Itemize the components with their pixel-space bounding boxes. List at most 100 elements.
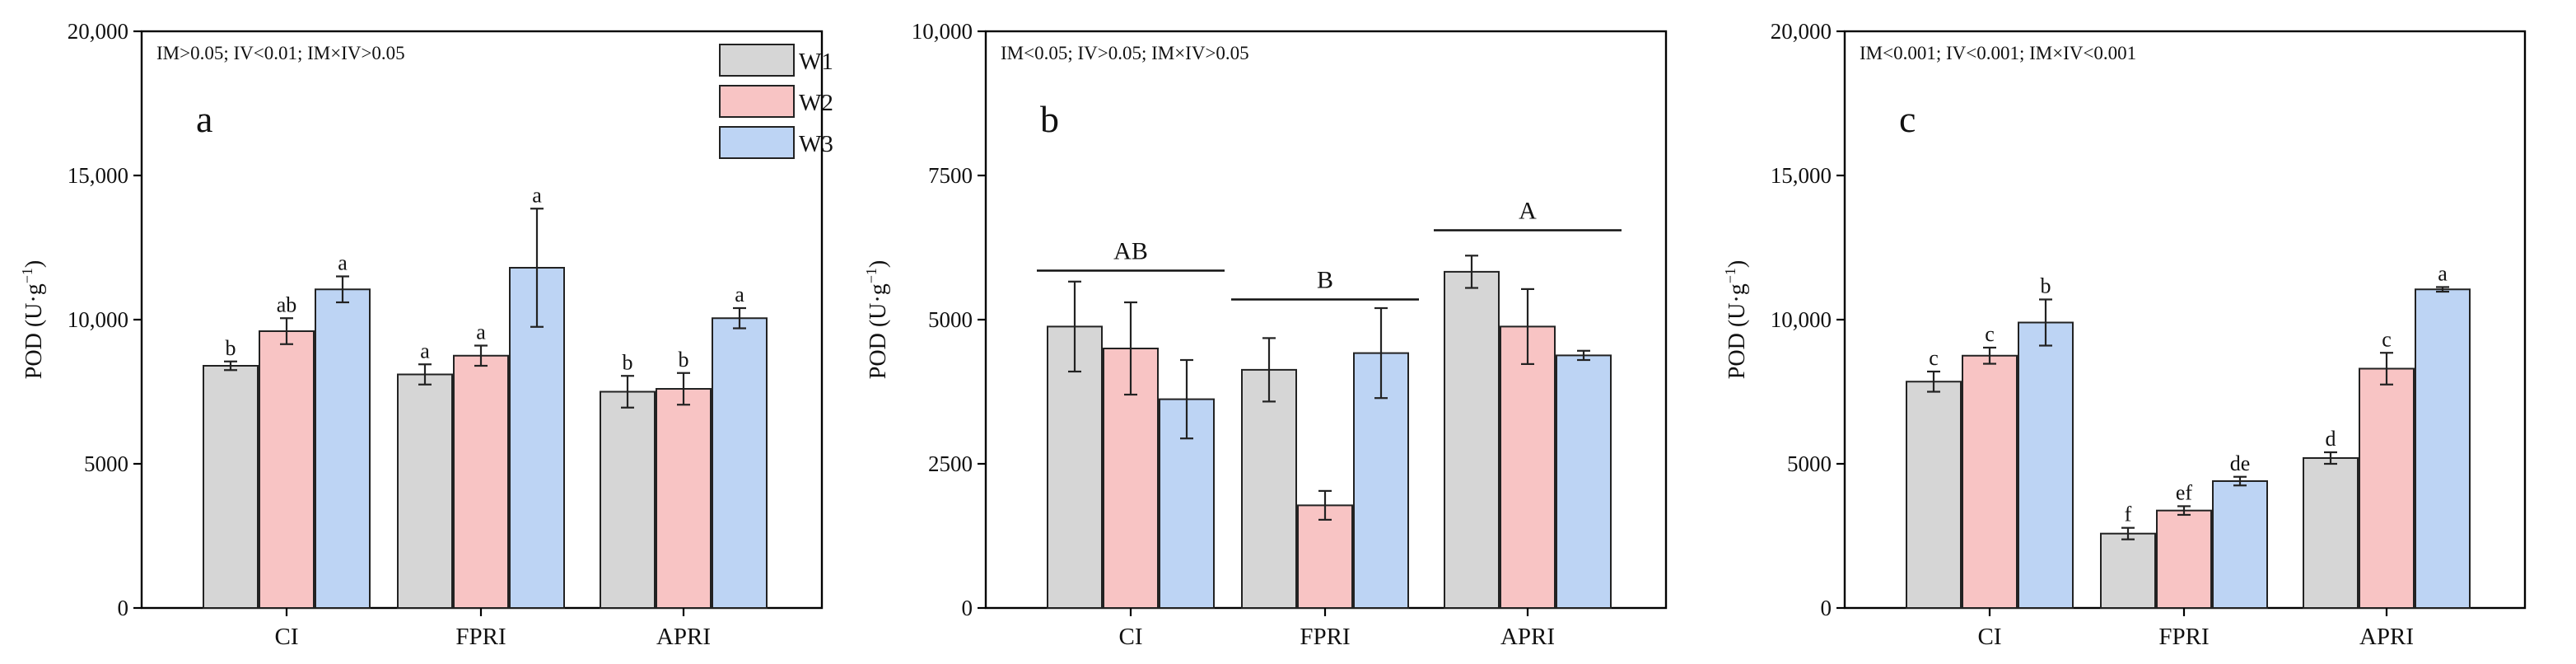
panel-b-y-tick-label: 10,000 [912,19,973,44]
panel-b-bar-w3 [1159,398,1215,609]
panel-a-significance-letter: a [476,320,486,344]
panel-c-significance-letter: d [2326,427,2336,451]
panel-c-x-category-label: APRI [2359,624,2414,650]
panel-c-significance-letter: ef [2176,480,2193,504]
panel-a-y-tick-label: 15,000 [68,163,128,188]
panel-a-y-tick-label: 10,000 [68,307,128,332]
panel-a-y-tick-label: 0 [118,596,129,620]
legend-swatch-w3 [719,126,795,159]
panel-b-bar-w3 [1556,354,1612,609]
panel-c-x-categories: CI FPRI APRI [1978,608,2414,650]
panel-c-significance-letter: c [1929,346,1939,370]
panel-c-significance-letter: de [2230,451,2251,475]
panel-a-significance-letter: a [420,339,430,362]
panel-b-bar-w1 [1047,325,1103,609]
panel-c-y-axis-label: POD (U·g−1) [1722,260,1750,379]
panel-b-x-categories: CI FPRI APRI [1119,608,1555,650]
panel-a-significance-letter: ab [277,292,297,316]
panel-a-bar-w3 [315,288,371,609]
panel-c-bar-w2 [2156,509,2212,610]
panel-a-significance-letter: b [679,348,689,372]
panel-c-x-category-label: FPRI [2158,624,2209,650]
panel-c-significance-letter: f [2125,503,2132,526]
panel-c-bar-w3 [2018,321,2074,609]
panel-a-x-categories: CI FPRI APRI [275,608,711,650]
legend-label-w2: W2 [799,90,833,116]
panel-c-y-tick-label: 10,000 [1771,307,1832,332]
panel-c-y-ticks: 0 5000 10,000 15,000 20,000 [1771,19,1845,620]
panel-b-group-letter: AB [1113,238,1148,265]
panel-c-error-bars [1927,286,2449,540]
panel-a-x-category-label: FPRI [455,624,506,650]
legend: W1 W2 W3 [719,44,833,159]
panel-a-bar-w3 [712,317,768,609]
panel-a-x-category-label: CI [275,624,299,650]
panel-a-y-tick-label: 5000 [84,451,128,476]
panel-b-y-tick-label: 2500 [928,451,973,476]
panel-a-significance-letter: a [338,251,348,275]
panel-c-significance-letter: c [1985,322,1995,346]
panel-b-y-ticks: 0 2500 5000 7500 10,000 [912,19,986,620]
panel-c-y-tick-label: 20,000 [1771,19,1832,44]
panel-c-y-tick-label: 15,000 [1771,163,1832,188]
panel-b-group-letter: B [1317,267,1333,294]
panel-b: POD (U·g−1) 0 2500 5000 7500 10,000 AB B A CI F… [863,19,1668,650]
panel-b-letter: b [1040,98,1059,140]
panel-c-letter: c [1899,98,1916,140]
panel-b-group-letter: A [1519,198,1537,225]
panel-c-significance-letter: b [2041,274,2051,298]
panel-a-bar-w2 [453,354,509,609]
legend-swatch-w2 [719,85,795,118]
panel-a-bar-w1 [397,373,453,609]
panel-c-bar-w3 [2415,288,2471,609]
legend-swatch-w1 [719,44,795,77]
panel-a-significance-letter: b [226,336,236,360]
panel-c-y-tick-label: 0 [1821,596,1832,620]
legend-label-w1: W1 [799,49,833,75]
panel-a-y-tick-label: 20,000 [68,19,128,44]
panel-b-y-tick-label: 0 [962,596,973,620]
panel-c-bar-w1 [2100,532,2156,610]
panel-c-y-tick-label: 5000 [1787,451,1832,476]
panel-c-significance-letters: c f d c ef c b de a [1929,261,2448,526]
panel-a-significance-letter: a [532,183,542,207]
panel-c-bars [1906,288,2471,610]
panel-b-stat-note: IM<0.05; IV>0.05; IM×IV>0.05 [1001,43,1249,63]
panel-a-significance-letter: a [735,283,744,306]
panel-a-bar-w2 [656,388,712,609]
panel-a-bar-w2 [259,330,315,609]
panel-a-bar-w1 [600,390,656,609]
panel-b-y-axis-label: POD (U·g−1) [863,260,891,379]
panel-b-bar-w1 [1444,270,1500,609]
panel-b-bars [1047,270,1612,610]
panel-a-y-axis-label: POD (U·g−1) [19,260,47,379]
panel-c-significance-letter: c [2382,327,2392,351]
panel-c-bar-w1 [1906,381,1962,609]
panel-a-stat-note: IM>0.05; IV<0.01; IM×IV>0.05 [156,43,405,63]
panel-a-bar-w1 [203,365,259,609]
panel-b-error-bars [1068,255,1590,521]
panel-c-bar-w3 [2212,480,2268,609]
panel-b-y-tick-label: 5000 [928,307,973,332]
panel-c-bar-w2 [1962,354,2018,609]
panel-b-bar-w2 [1297,504,1353,610]
panel-b-bar-w1 [1241,368,1297,609]
panel-b-bar-w2 [1500,325,1556,609]
panel-c-bar-w1 [2303,457,2359,609]
panel-b-x-category-label: APRI [1500,624,1555,650]
panel-b-x-category-label: FPRI [1300,624,1350,650]
panel-c-stat-note: IM<0.001; IV<0.001; IM×IV<0.001 [1860,43,2136,63]
panel-a-x-category-label: APRI [656,624,711,650]
panel-c-x-category-label: CI [1978,624,2002,650]
panel-c-significance-letter: a [2438,261,2448,285]
panel-b-x-category-label: CI [1119,624,1143,650]
panel-a-letter: a [196,98,212,140]
panel-b-group-brackets: AB B A [1037,198,1622,301]
panel-b-y-tick-label: 7500 [928,163,973,188]
panel-a-error-bars [224,208,746,409]
legend-label-w3: W3 [799,131,833,157]
